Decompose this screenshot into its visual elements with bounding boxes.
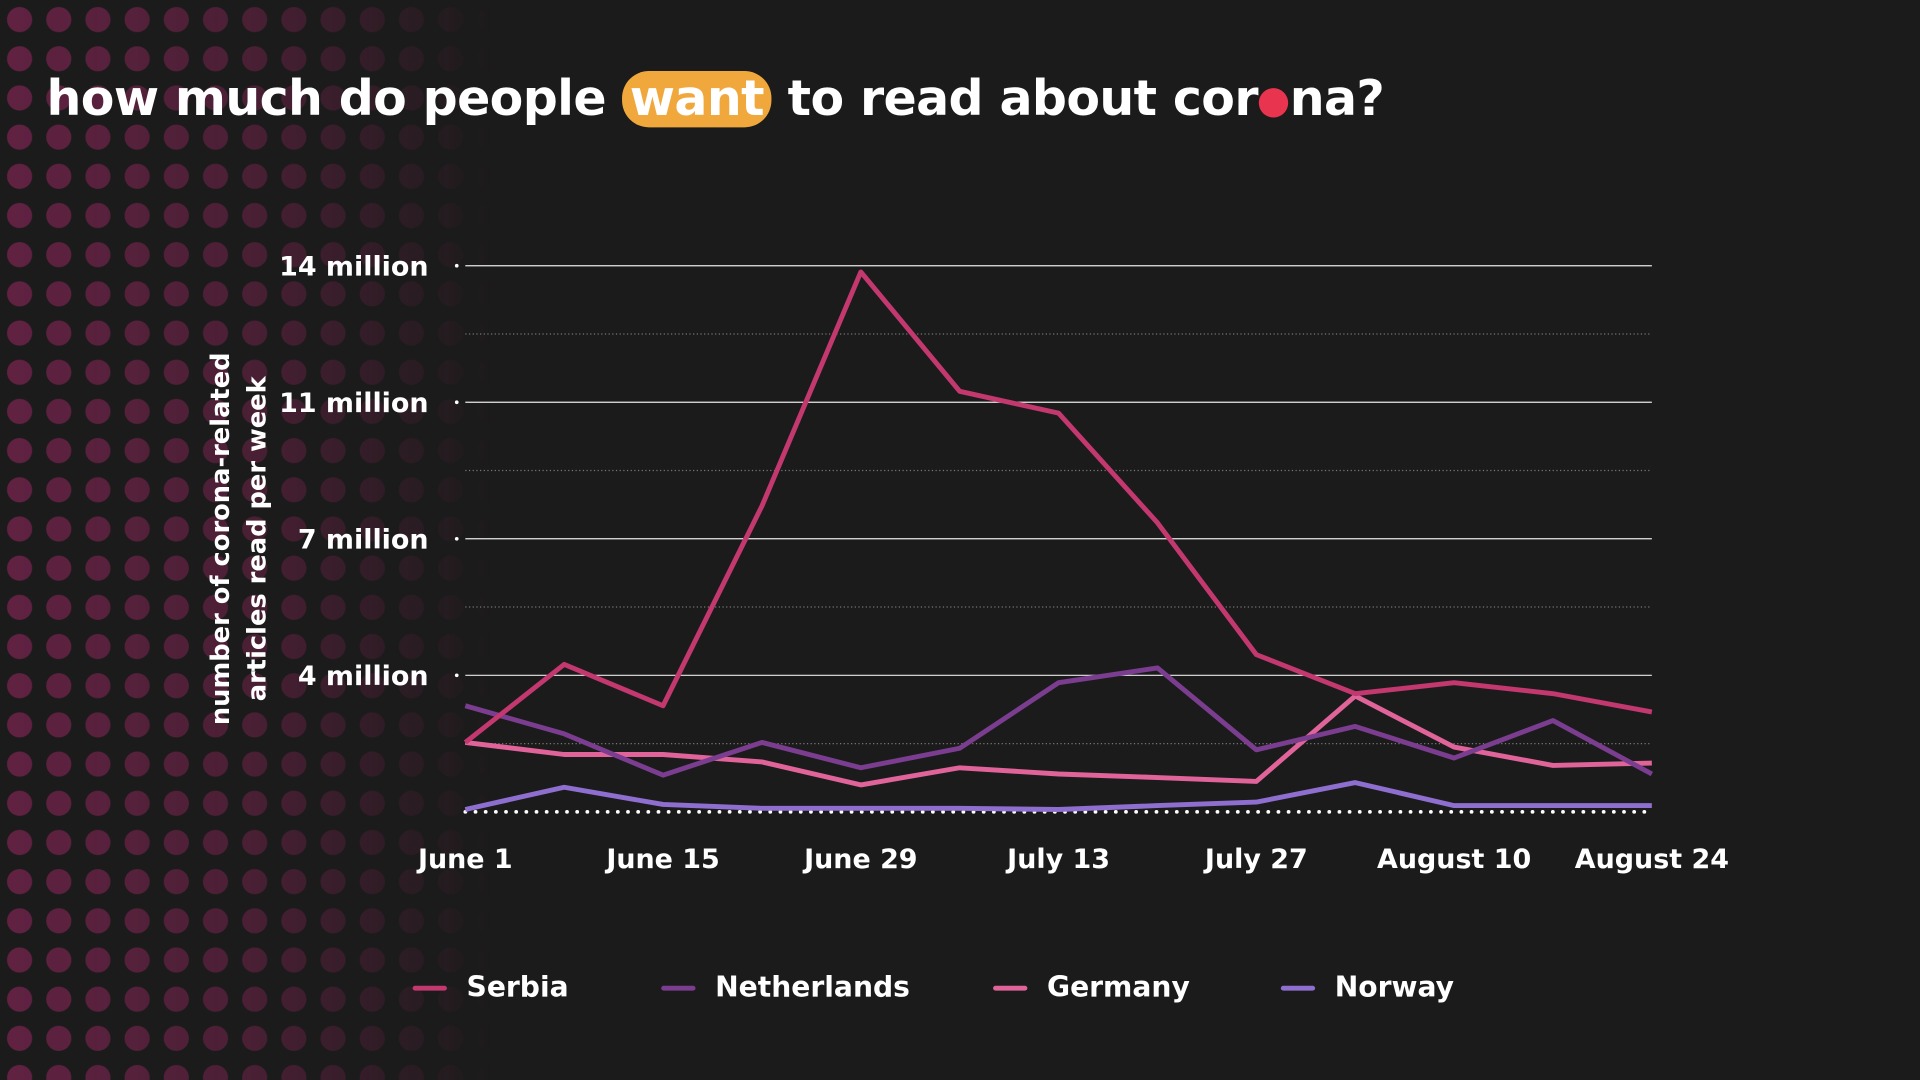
title-highlight: want: [622, 71, 772, 128]
legend-item-serbia: Serbia: [412, 972, 569, 1005]
legend-label: Germany: [1046, 972, 1190, 1005]
legend-swatch: [412, 985, 447, 991]
y-tick-dot: [454, 263, 459, 268]
legend-swatch: [661, 985, 696, 991]
series-line-netherlands: [464, 665, 1654, 778]
y-tick-label: 4 million: [298, 661, 429, 692]
legend-item-germany: Germany: [993, 972, 1190, 1004]
x-tick-label: June 29: [802, 844, 917, 875]
x-tick-label: August 24: [1575, 844, 1729, 875]
chart-title: how much do people want to read about co…: [46, 71, 1385, 128]
legend-swatch: [1280, 985, 1316, 991]
series-line-norway: [464, 780, 1652, 812]
dot-pattern-background: [0, 0, 980, 1080]
legend-label: Netherlands: [715, 972, 910, 1005]
series-line-serbia: [463, 269, 1653, 745]
y-tick-dot: [454, 536, 459, 541]
y-tick-dot: [454, 673, 459, 678]
y-tick-dot: [454, 400, 459, 405]
x-tick-label: June 1: [416, 844, 513, 875]
y-tick-label: 7 million: [298, 525, 429, 556]
legend-label: Norway: [1334, 972, 1455, 1005]
y-tick-label: 11 million: [279, 388, 428, 419]
title-part: na?: [1289, 71, 1385, 128]
legend-swatch: [993, 985, 1028, 991]
legend-item-norway: Norway: [1280, 972, 1455, 1005]
title-part: to read about cor: [771, 71, 1259, 128]
x-tick-label: June 15: [604, 844, 719, 875]
title-part: how much do people: [46, 71, 623, 128]
series-line-germany: [465, 693, 1652, 788]
x-tick-label: July 13: [1005, 844, 1110, 875]
x-tick-label: August 10: [1377, 844, 1531, 875]
legend-label: Serbia: [466, 972, 569, 1005]
red-dot-icon: [1259, 88, 1289, 118]
y-tick-label: 14 million: [279, 252, 428, 283]
legend-item-netherlands: Netherlands: [661, 972, 910, 1004]
x-tick-label: July 27: [1203, 844, 1308, 875]
